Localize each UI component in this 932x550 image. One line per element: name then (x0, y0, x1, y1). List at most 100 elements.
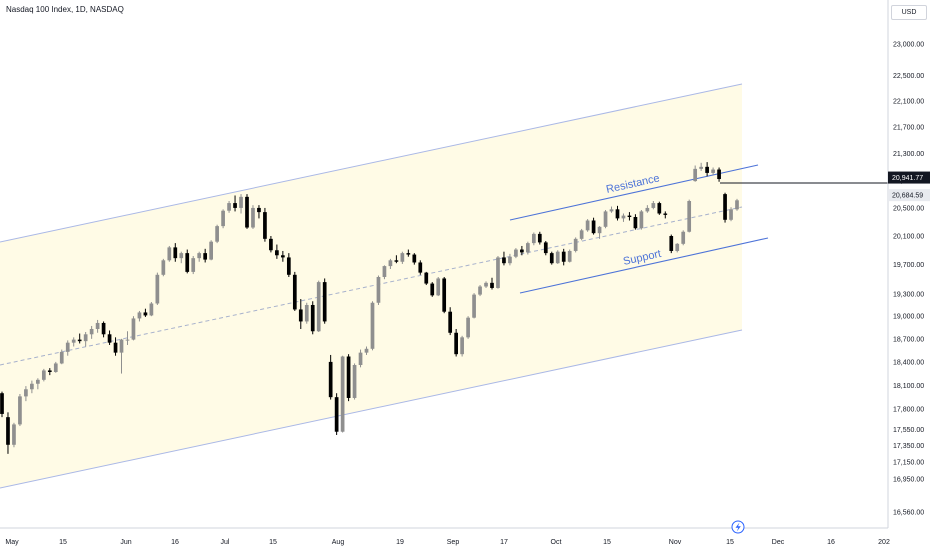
channel-upper-line (0, 83, 743, 243)
candle-body (681, 231, 686, 244)
candle-body (466, 317, 470, 338)
candle-body (472, 294, 476, 318)
candle-body (36, 379, 40, 384)
candle-body (484, 282, 488, 287)
candle-body (537, 233, 542, 243)
price-axis[interactable] (888, 0, 932, 550)
candle-body (161, 260, 166, 275)
x-tick-labels[interactable]: May 15 Jun 16 Jul 15 Aug 19 Sep 17 Oct 15 Nov 15 Dec 16… (5, 539, 890, 546)
x-tick-label: Oct (551, 539, 562, 546)
candle-body (693, 168, 698, 182)
price-label-text: 20,684.59 (892, 193, 923, 200)
candle-body (107, 334, 112, 343)
candle-body (496, 257, 500, 288)
candle-body (531, 233, 536, 244)
y-tick-label: 19,300.00 (893, 291, 924, 298)
candle-body (460, 337, 464, 355)
candle-body (370, 302, 375, 349)
currency-button[interactable]: USD (891, 5, 927, 20)
y-tick-label: 17,800.00 (893, 407, 924, 414)
candle-body (257, 207, 261, 213)
candle-body (203, 253, 208, 260)
x-tick-label: Jun (120, 539, 131, 546)
candle-body (233, 203, 237, 208)
candle-body (621, 215, 626, 219)
y-tick-label: 16,560.00 (893, 510, 924, 517)
candle-body (30, 383, 34, 390)
x-tick-label: 19 (396, 539, 404, 546)
candle-body (322, 282, 327, 322)
y-tick-label: 17,550.00 (893, 427, 924, 434)
candle-body (310, 304, 315, 332)
candle-body (418, 262, 423, 273)
y-tick-label: 23,000.00 (893, 42, 924, 49)
candle-body (59, 351, 64, 364)
candle-body (675, 243, 680, 251)
candle-body (615, 209, 620, 219)
y-tick-label: 18,400.00 (893, 359, 924, 366)
candle-body (41, 370, 46, 380)
candle-body (490, 282, 494, 288)
candle-body (137, 312, 142, 319)
candle-body (609, 209, 614, 212)
candle-body (53, 363, 58, 373)
candle-body (627, 215, 632, 217)
candle-body (663, 213, 668, 215)
candle-body (131, 318, 136, 340)
lightning-icon[interactable] (731, 520, 745, 534)
candle-body (269, 238, 273, 251)
candle-body (717, 169, 721, 180)
candle-body (340, 356, 345, 432)
candle-body (101, 322, 106, 335)
candle-body (573, 238, 578, 251)
channel-lower-line (0, 329, 743, 489)
x-tick-label: 16 (827, 539, 835, 546)
candle-body (436, 278, 441, 296)
candle-body (328, 361, 333, 398)
candle-body (597, 226, 602, 234)
y-tick-label: 19,000.00 (893, 314, 924, 321)
candle-body (508, 256, 512, 264)
candle-body (197, 253, 202, 259)
candle-body (209, 241, 213, 260)
candle-body (729, 209, 733, 220)
candle-body (251, 207, 255, 228)
x-tick-label: 17 (500, 539, 508, 546)
candle-body (543, 242, 548, 254)
x-tick-label: Jul (221, 539, 230, 546)
y-tick-labels: 16,560.00 16,950.00 17,150.00 17,350.00 17,5… (893, 42, 924, 517)
candle-body (149, 303, 154, 316)
candle-body (358, 352, 363, 365)
y-tick-label: 21,300.00 (893, 151, 924, 158)
x-tick-label: 202 (878, 539, 890, 546)
price-labels: 20,941.77 20,684.59 (888, 171, 930, 202)
x-tick-label: 15 (726, 539, 734, 546)
candle-body (502, 257, 506, 264)
y-tick-label: 19,700.00 (893, 262, 924, 269)
candle-body (651, 203, 656, 208)
candle-body (699, 166, 703, 169)
candle-body (191, 258, 196, 272)
candle-body (711, 169, 715, 173)
y-tick-label: 22,500.00 (893, 73, 924, 80)
candle-body (579, 230, 584, 239)
x-tick-label: May (5, 539, 19, 546)
candle-body (245, 196, 249, 228)
candle-body (24, 389, 28, 397)
candle-body (221, 210, 225, 227)
candle-body (65, 342, 70, 352)
x-tick-label: 15 (59, 539, 67, 546)
candle-body (352, 364, 357, 398)
candle-body (185, 253, 190, 272)
candle-body (448, 311, 453, 333)
candle-body (6, 417, 10, 445)
y-tick-label: 21,700.00 (893, 124, 924, 131)
candle-body (167, 247, 172, 261)
candle-body (567, 250, 572, 262)
candle-body (705, 166, 709, 173)
candle-body (657, 203, 662, 214)
candle-body (286, 257, 291, 275)
x-tick-label: Dec (772, 539, 785, 546)
candle-body (645, 207, 650, 212)
